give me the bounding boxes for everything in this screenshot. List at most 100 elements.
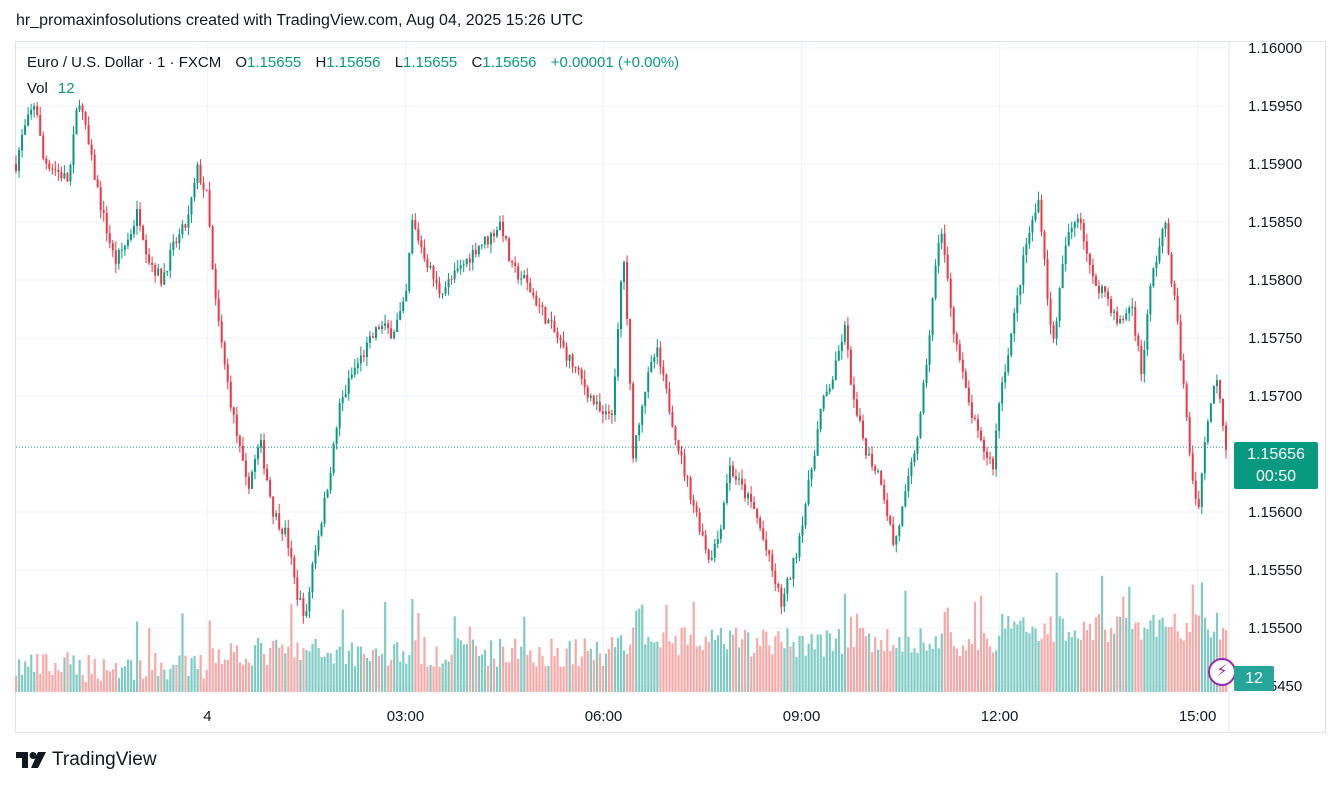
- volume-label[interactable]: Vol: [27, 80, 48, 97]
- candle-body: [187, 214, 190, 228]
- volume-bar: [99, 680, 102, 692]
- candle-body: [877, 470, 880, 472]
- y-tick-label: 1.15600: [1248, 504, 1302, 521]
- volume-bar: [332, 663, 335, 692]
- candle-body: [1176, 295, 1179, 322]
- candle-body: [967, 387, 970, 403]
- volume-bar: [601, 665, 605, 692]
- candle-body: [353, 367, 356, 375]
- volume-bar: [1085, 630, 1089, 692]
- volume-bar: [365, 657, 369, 692]
- volume-bar: [683, 627, 686, 692]
- candle-body: [807, 479, 810, 505]
- volume-bar: [132, 679, 136, 692]
- volume-bar: [129, 660, 133, 692]
- volume-bar: [356, 646, 360, 692]
- candle-body: [208, 190, 211, 227]
- volume-bar: [311, 643, 314, 692]
- volume-bar: [1061, 618, 1064, 692]
- candle-body: [202, 182, 205, 190]
- candle-body: [892, 524, 895, 545]
- volume-bar: [15, 675, 18, 692]
- volume-bar: [550, 638, 553, 692]
- candle-body: [420, 240, 423, 248]
- volume-bar: [620, 635, 623, 692]
- volume-bar: [359, 646, 363, 692]
- volume-bar: [734, 627, 738, 692]
- candlestick-chart[interactable]: 1.16000 1.15950 1.15900 1.15850 1.15800 1.157…: [0, 0, 1341, 733]
- candle-body: [387, 323, 390, 329]
- candle-body: [731, 465, 734, 477]
- candle-body: [1104, 286, 1106, 292]
- volume-bar: [1191, 584, 1194, 692]
- volume-bar: [559, 666, 562, 692]
- volume-bar: [1107, 641, 1110, 692]
- candle-body: [683, 455, 686, 477]
- volume-bar: [828, 633, 831, 692]
- volume-bar: [238, 662, 242, 692]
- volume-bar: [937, 648, 940, 692]
- candle-body: [695, 505, 698, 513]
- volume-bar: [1055, 572, 1058, 692]
- candle-body: [462, 264, 465, 266]
- volume-bar: [175, 664, 178, 692]
- volume-bar: [196, 668, 199, 692]
- last-price-tag: 1.15656 00:50: [1234, 442, 1318, 489]
- volume-bar: [1122, 596, 1125, 692]
- candle-body: [508, 238, 511, 262]
- candle-body: [474, 249, 477, 255]
- candle-body: [922, 383, 925, 414]
- candle-body: [604, 411, 607, 415]
- candle-body: [211, 226, 214, 269]
- volume-bar: [1140, 639, 1143, 692]
- candle-body: [335, 428, 338, 444]
- volume-bar: [223, 659, 226, 692]
- volume-bar: [190, 657, 193, 692]
- volume-bar: [901, 651, 904, 692]
- volume-bar: [208, 620, 211, 692]
- candle-body: [623, 261, 626, 282]
- volume-bar: [347, 650, 350, 692]
- volume-bar: [629, 644, 632, 692]
- volume-bar: [96, 678, 99, 692]
- volume-bar: [492, 658, 496, 692]
- candle-body: [278, 513, 281, 529]
- candle-body: [710, 557, 713, 560]
- volume-bar: [837, 629, 840, 692]
- volume-bar: [526, 654, 529, 692]
- volume-bar: [653, 642, 656, 692]
- volume-bar: [417, 613, 420, 692]
- volume-bar: [886, 629, 889, 692]
- candle-body: [453, 270, 456, 280]
- volume-bar: [266, 665, 269, 692]
- candle-body: [447, 279, 450, 288]
- volume-bar: [1167, 627, 1170, 692]
- volume-bar: [42, 654, 45, 692]
- volume-bar: [495, 666, 499, 692]
- candle-body: [290, 548, 293, 558]
- candle-body: [565, 346, 568, 361]
- volume-bar: [184, 655, 187, 692]
- volume-bar: [384, 602, 387, 692]
- volume-bar: [801, 635, 804, 692]
- candle-body: [374, 327, 377, 338]
- candle-body: [1212, 385, 1215, 404]
- candle-body: [580, 369, 583, 380]
- symbol-label[interactable]: Euro / U.S. Dollar · 1 · FXCM: [27, 54, 222, 71]
- volume-bar: [741, 639, 744, 692]
- candle-body: [1158, 246, 1161, 262]
- candle-body: [365, 342, 368, 358]
- candle-body: [229, 381, 232, 408]
- volume-bar: [1043, 623, 1046, 692]
- candle-body: [616, 329, 619, 377]
- candle-body: [949, 278, 952, 308]
- candle-body: [417, 228, 420, 241]
- candle-body: [148, 254, 151, 263]
- volume-bar: [780, 641, 783, 692]
- candle-body: [650, 361, 653, 373]
- candle-body: [607, 411, 610, 414]
- lightning-icon[interactable]: ⚡: [1208, 658, 1236, 686]
- candle-body: [589, 395, 592, 398]
- candle-body: [1206, 421, 1209, 443]
- volume-bar: [235, 645, 239, 692]
